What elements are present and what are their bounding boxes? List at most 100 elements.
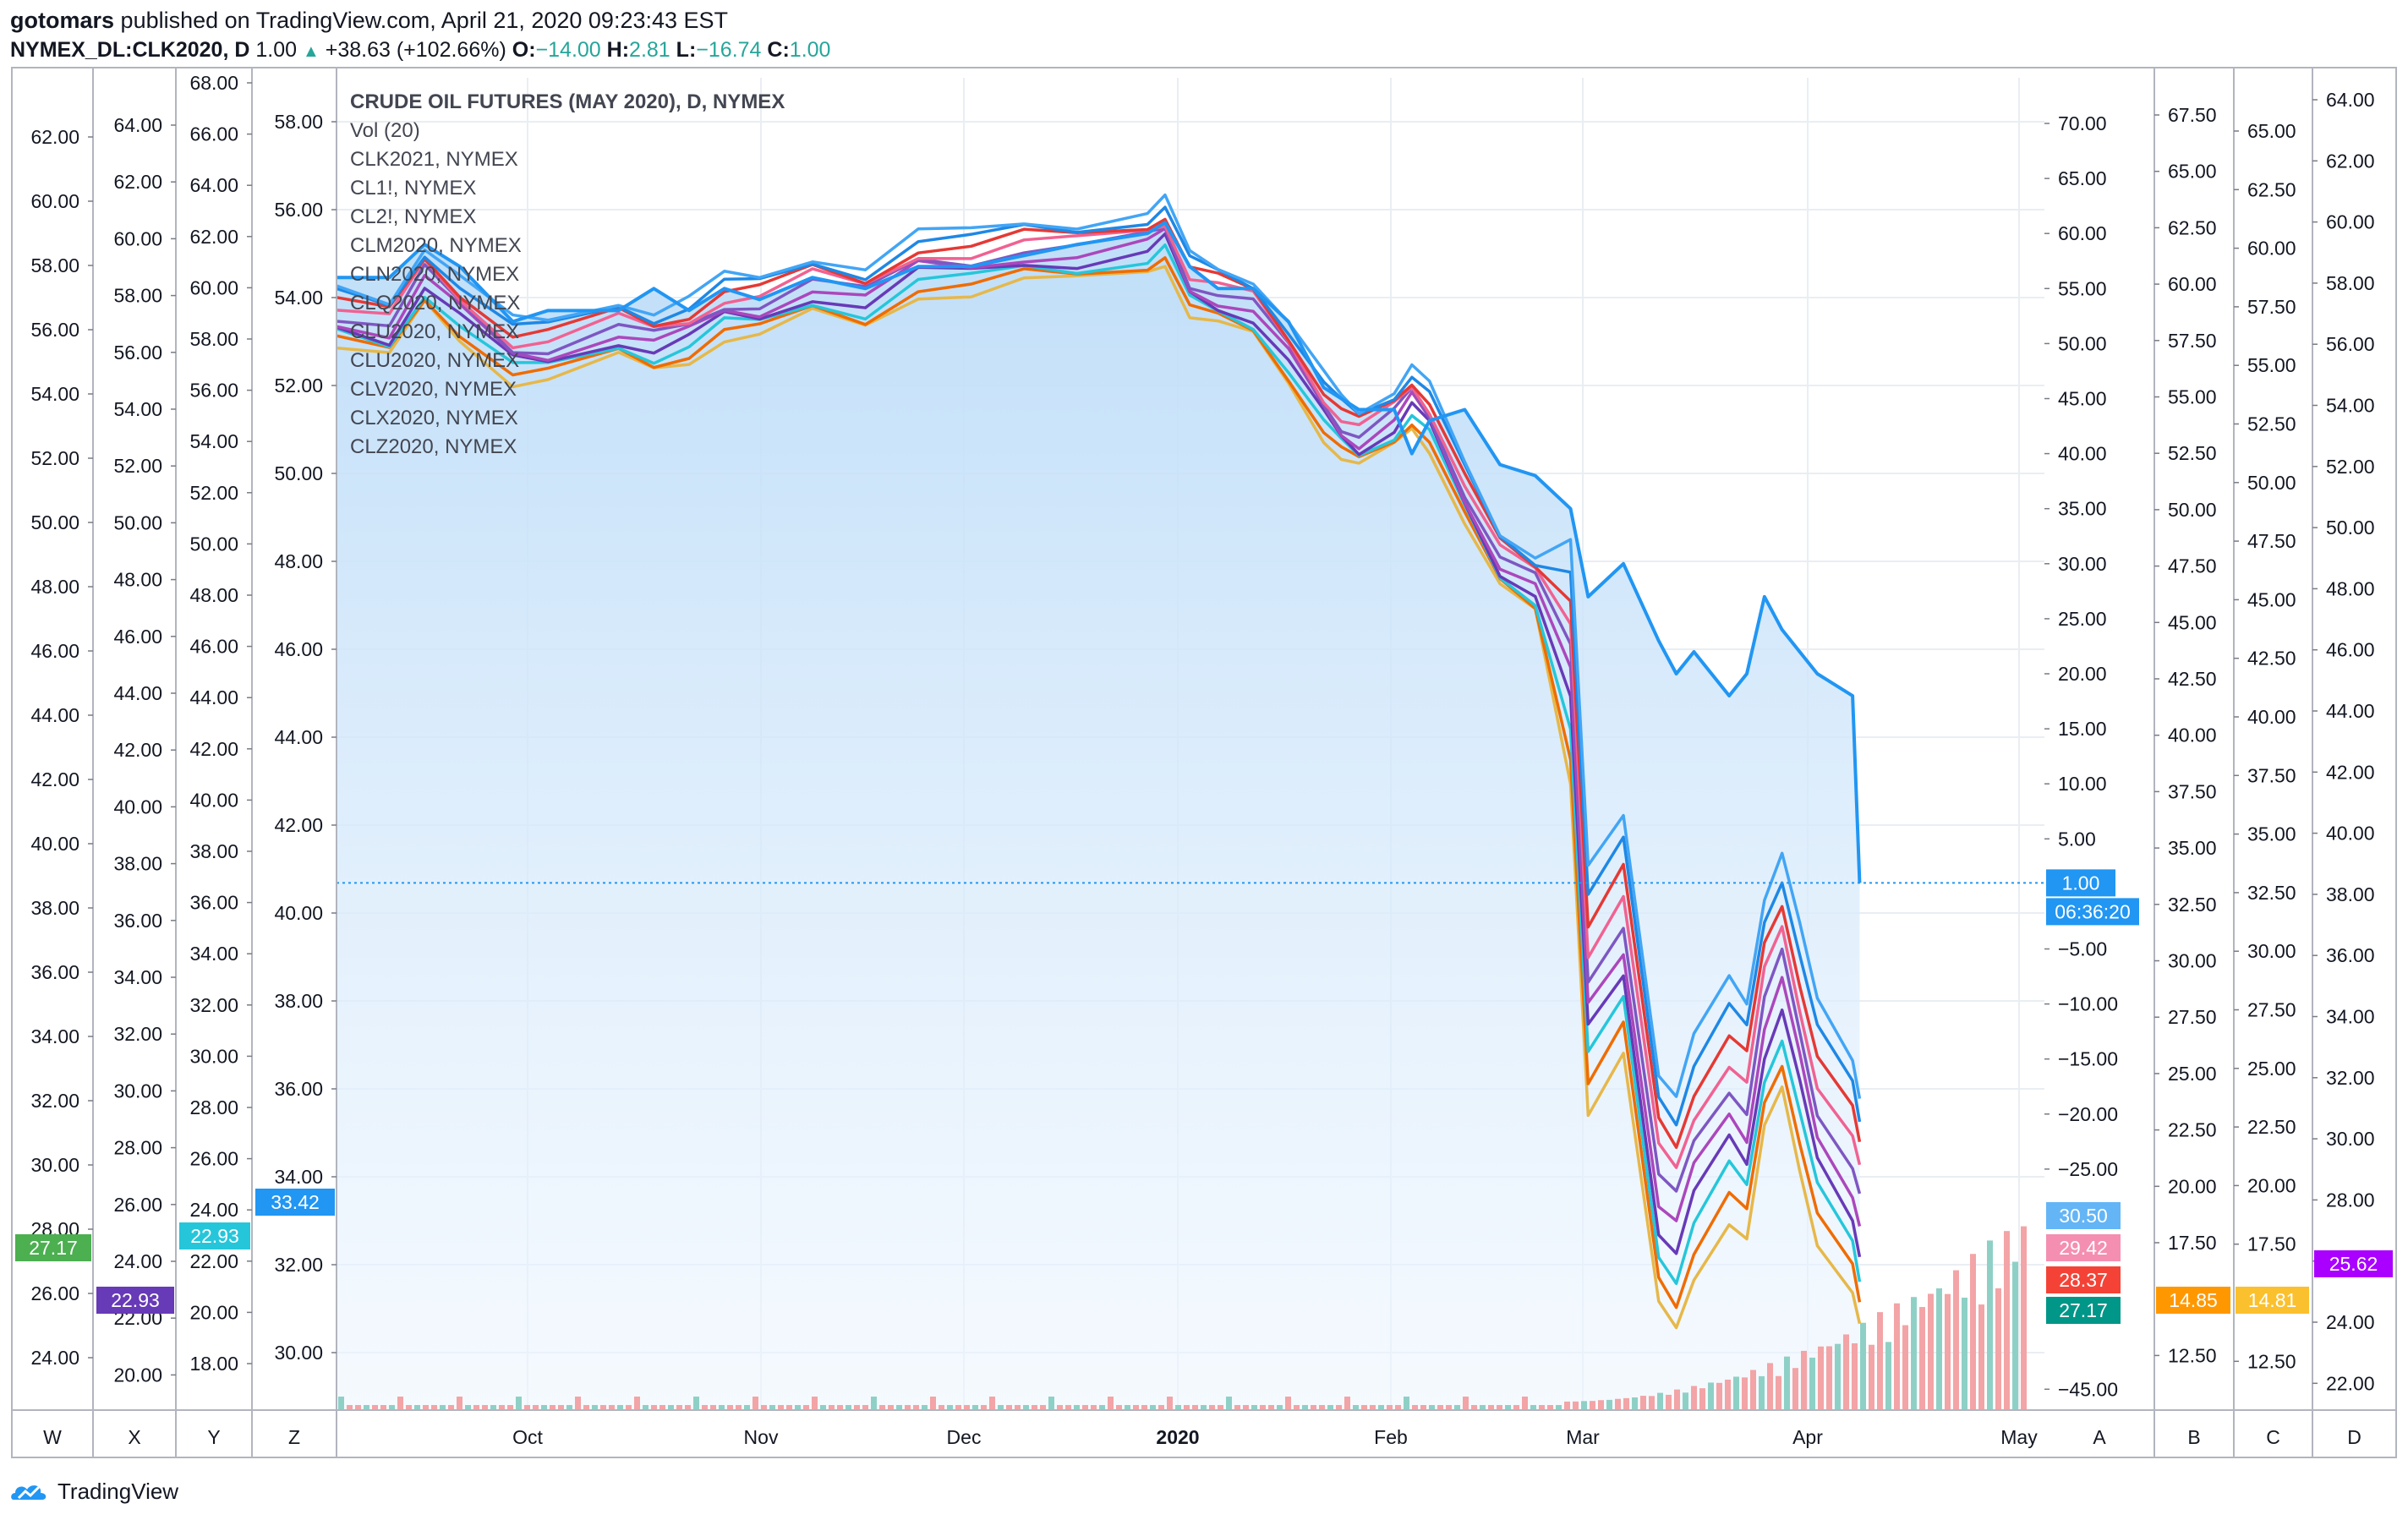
volume-bar bbox=[1302, 1405, 1308, 1410]
axis-tick-label: 45.00 bbox=[2058, 388, 2107, 410]
axis-tick-label: 32.00 bbox=[2326, 1067, 2375, 1089]
axis-tick-label: 50.00 bbox=[2247, 472, 2296, 494]
axis-tick-label: 50.00 bbox=[2058, 332, 2107, 354]
axis-tick-label: 34.00 bbox=[274, 1166, 323, 1188]
high-value: 2.81 bbox=[629, 38, 670, 62]
volume-bar bbox=[795, 1405, 801, 1410]
volume-bar bbox=[930, 1397, 936, 1410]
volume-bar bbox=[524, 1405, 530, 1410]
tradingview-logo[interactable]: TradingView bbox=[10, 1474, 178, 1508]
axis-id-label: Y bbox=[207, 1426, 220, 1448]
volume-bar bbox=[964, 1405, 970, 1410]
volume-bar bbox=[1513, 1405, 1519, 1410]
price-label-bg bbox=[2046, 1234, 2121, 1261]
legend-entry: CLU2020, NYMEX bbox=[350, 349, 519, 372]
time-tick-label: Oct bbox=[512, 1426, 543, 1448]
volume-bar bbox=[1158, 1405, 1164, 1410]
axis-tick-label: 60.00 bbox=[189, 276, 238, 298]
volume-bar bbox=[617, 1405, 623, 1410]
volume-bar bbox=[1125, 1405, 1130, 1410]
axis-tick-label: 22.00 bbox=[2326, 1372, 2375, 1394]
axis-tick-label: 30.00 bbox=[2247, 940, 2296, 962]
axis-tick-label: 56.00 bbox=[2326, 333, 2375, 355]
volume-bar bbox=[1911, 1297, 1917, 1410]
axis-tick-label: 25.00 bbox=[2247, 1058, 2296, 1080]
volume-bar bbox=[1564, 1401, 1570, 1410]
volume-bar bbox=[583, 1405, 589, 1410]
countdown-label: 06:36:20 bbox=[2055, 900, 2131, 922]
volume-bar bbox=[1919, 1307, 1925, 1410]
price-label-bg bbox=[2156, 1287, 2230, 1314]
volume-bar bbox=[888, 1405, 894, 1410]
price-label: 28.37 bbox=[2059, 1269, 2108, 1291]
volume-bar bbox=[1420, 1405, 1426, 1410]
volume-bar bbox=[465, 1405, 471, 1410]
volume-bar bbox=[812, 1397, 818, 1410]
axis-tick-label: 60.00 bbox=[2058, 222, 2107, 244]
volume-bar bbox=[1412, 1405, 1418, 1410]
price-label-bg bbox=[255, 1189, 335, 1216]
price-axes[interactable]: 62.00 60.00 58.00 56.00 54.00 52.00 50.00 48.00… bbox=[15, 72, 2393, 1448]
volume-bar bbox=[1556, 1405, 1562, 1410]
time-tick-label: May bbox=[2000, 1426, 2038, 1448]
axis-tick-label: 54.00 bbox=[113, 398, 162, 420]
volume-bar bbox=[634, 1397, 640, 1410]
axis-tick-label: 46.00 bbox=[189, 636, 238, 658]
axis-tick-label: 62.00 bbox=[113, 171, 162, 193]
axis-tick-label: 64.00 bbox=[189, 174, 238, 196]
axis-tick-label: 35.00 bbox=[2058, 498, 2107, 520]
publisher-name[interactable]: gotomars bbox=[10, 8, 115, 33]
volume-bar bbox=[1277, 1405, 1283, 1410]
price-label: 22.93 bbox=[111, 1289, 160, 1311]
volume-bar bbox=[752, 1397, 758, 1410]
axis-tick-label: 10.00 bbox=[2058, 773, 2107, 795]
axis-tick-label: 38.00 bbox=[189, 840, 238, 862]
volume-bar bbox=[668, 1405, 674, 1410]
volume-bar bbox=[1902, 1325, 1908, 1410]
series-line-CLN2020 bbox=[336, 227, 1862, 1227]
volume-bar bbox=[761, 1405, 767, 1410]
volume-bar bbox=[1209, 1405, 1215, 1410]
volume-bar bbox=[1480, 1405, 1486, 1410]
volume-bar bbox=[1336, 1405, 1342, 1410]
axis-tick-label: 62.50 bbox=[2168, 216, 2217, 238]
volume-bar bbox=[786, 1405, 792, 1410]
axis-tick-label: 27.50 bbox=[2247, 999, 2296, 1021]
axis-tick-label: 40.00 bbox=[274, 902, 323, 924]
price-label: 25.62 bbox=[2329, 1253, 2378, 1275]
symbol-name[interactable]: NYMEX_DL:CLK2020, D bbox=[10, 38, 250, 62]
volume-bar bbox=[1978, 1304, 1984, 1410]
volume-bar bbox=[1040, 1405, 1046, 1410]
series-line-CLK2021 bbox=[336, 265, 1862, 1330]
axis-tick-label: 34.00 bbox=[2326, 1006, 2375, 1028]
volume-bar bbox=[1995, 1288, 2001, 1410]
volume-bar bbox=[423, 1405, 429, 1410]
axis-tick-label: 37.50 bbox=[2168, 780, 2217, 802]
low-label: L: bbox=[676, 38, 697, 62]
volume-bar bbox=[1192, 1405, 1198, 1410]
volume-bar bbox=[1361, 1405, 1367, 1410]
volume-bar bbox=[1936, 1288, 1942, 1410]
volume-bar bbox=[609, 1405, 615, 1410]
series-line-CLM2020 bbox=[336, 232, 1862, 1258]
axis-tick-label: −45.00 bbox=[2058, 1378, 2118, 1400]
volume-bar bbox=[1404, 1397, 1409, 1410]
volume-bars bbox=[338, 1226, 2027, 1410]
volume-bar bbox=[1852, 1342, 1858, 1410]
countdown-label-bg bbox=[2046, 898, 2139, 926]
volume-bar bbox=[1387, 1405, 1393, 1410]
time-tick-label: Feb bbox=[1374, 1426, 1408, 1448]
volume-bar bbox=[693, 1397, 699, 1410]
time-axis[interactable]: Oct Nov Dec 2020 Feb Mar Apr May bbox=[512, 1426, 2038, 1448]
volume-bar bbox=[1615, 1398, 1621, 1410]
volume-bar bbox=[1285, 1397, 1291, 1410]
volume-bar bbox=[820, 1405, 826, 1410]
chart-frame bbox=[11, 67, 2397, 1458]
price-label-bg bbox=[2314, 1250, 2393, 1277]
volume-bar bbox=[989, 1397, 995, 1410]
axis-tick-label: 42.00 bbox=[189, 738, 238, 760]
volume-bar bbox=[457, 1397, 462, 1410]
volume-bar bbox=[862, 1405, 868, 1410]
volume-bar bbox=[1606, 1399, 1612, 1410]
